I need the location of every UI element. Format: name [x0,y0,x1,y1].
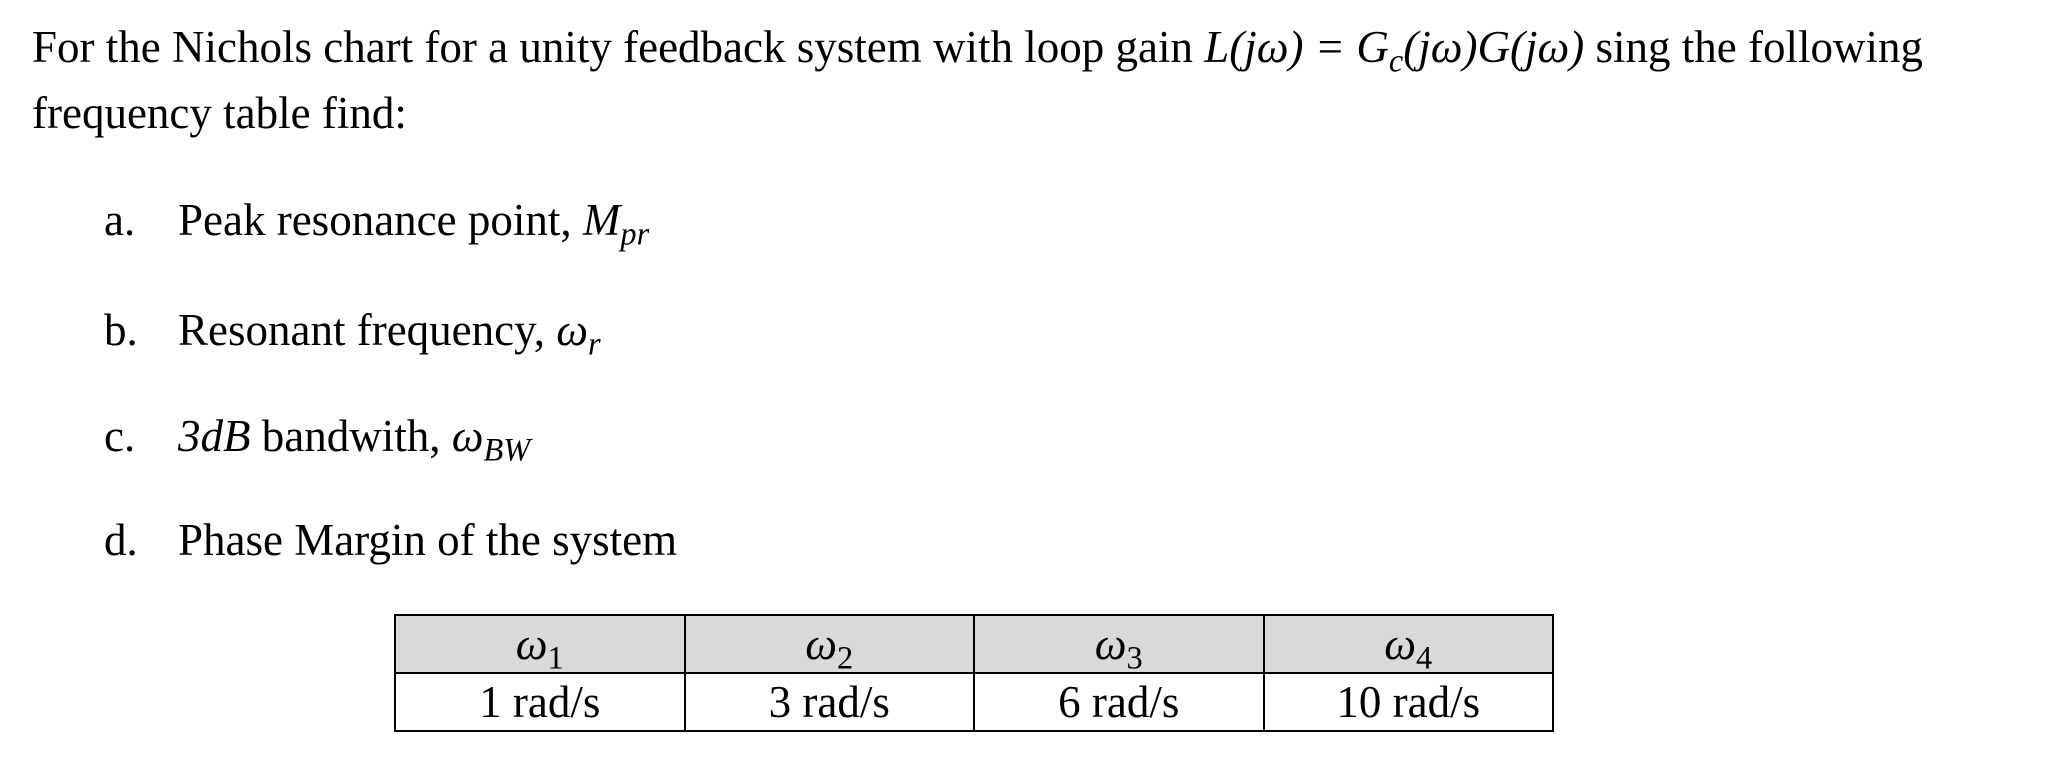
db-symbol: 3dB [178,411,251,461]
intro-text-before: For the Nichols chart for a unity feedba… [32,22,1205,72]
loop-gain-math: L(jω) = G [1204,22,1389,72]
frequency-value-cell: 10 rad/s [1262,672,1554,732]
frequency-table: ω1 ω2 ω3 ω4 1 rad/s 3 rad/s 6 rad/s 10 r… [394,614,1554,732]
frequency-header-cell: ω3 [973,614,1265,675]
item-letter: b. [104,305,138,355]
symbol-main: M [582,195,621,245]
loop-gain-expression: L(jω) = Gc(jω)G(jω) [1204,22,1585,78]
frequency-header-cell: ω4 [1262,614,1554,675]
symbol-subscript: r [587,326,601,363]
loop-gain-subscript: c [1388,43,1404,80]
symbol-subscript: BW [483,432,531,469]
symbol-subscript: pr [620,216,650,253]
problem-statement: For the Nichols chart for a unity feedba… [32,14,2022,146]
frequency-header-cell: ω1 [394,614,686,675]
frequency-value-cell: 6 rad/s [973,672,1265,732]
resonant-frequency-symbol: ωr [556,305,600,361]
omega-symbol: ω [1384,619,1417,669]
omega-subscript: 3 [1126,640,1143,677]
question-item-d: d. Phase Margin of the system [104,512,677,568]
item-text: Phase Margin of the system [178,515,678,565]
omega-subscript: 4 [1416,640,1433,677]
symbol-main: ω [451,411,484,461]
omega-symbol: ω [805,619,838,669]
peak-resonance-symbol: Mpr [582,195,649,251]
frequency-value-cell: 3 rad/s [683,672,975,732]
item-letter: c. [104,411,136,461]
item-text: bandwith, [250,411,452,461]
intro-text-after: sing the following frequency table find: [32,22,1923,138]
loop-gain-math-rest: (jω)G(jω) [1403,22,1585,72]
frequency-value-cell: 1 rad/s [394,672,686,732]
question-item-c: c. 3dB bandwith, ωBW [104,408,531,467]
item-letter: a. [104,195,136,245]
omega-subscript: 1 [547,640,564,677]
bandwidth-symbol: ωBW [451,411,531,467]
item-letter: d. [104,515,138,565]
question-item-b: b. Resonant frequency, ωr [104,302,601,361]
item-text: Peak resonance point, [178,195,583,245]
omega-symbol: ω [1094,619,1127,669]
frequency-table-value-row: 1 rad/s 3 rad/s 6 rad/s 10 rad/s [394,672,1554,732]
omega-symbol: ω [515,619,548,669]
omega-subscript: 2 [837,640,854,677]
frequency-table-header-row: ω1 ω2 ω3 ω4 [394,614,1554,675]
symbol-main: ω [556,305,588,355]
question-item-a: a. Peak resonance point, Mpr [104,192,649,251]
item-text: Resonant frequency, [178,305,557,355]
frequency-header-cell: ω2 [683,614,975,675]
